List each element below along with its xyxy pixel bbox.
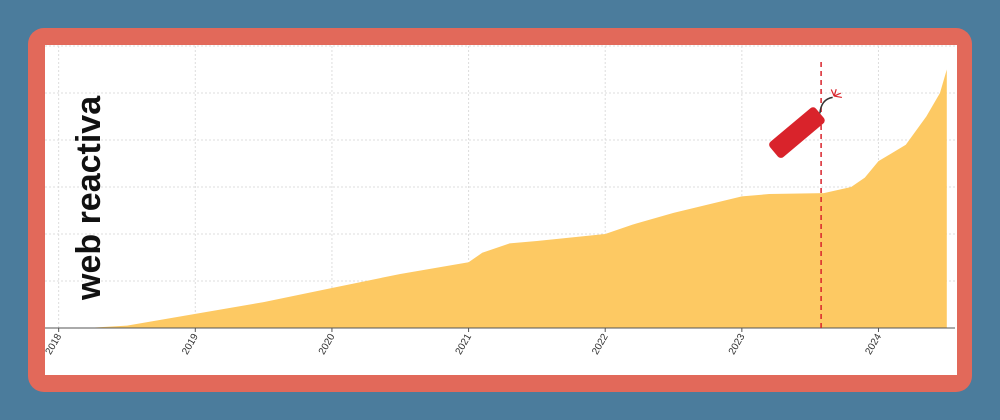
logo: web reactiva (70, 95, 108, 301)
logo-group: web reactiva (70, 95, 108, 301)
area (85, 69, 947, 328)
dynamite-icon (769, 88, 842, 158)
